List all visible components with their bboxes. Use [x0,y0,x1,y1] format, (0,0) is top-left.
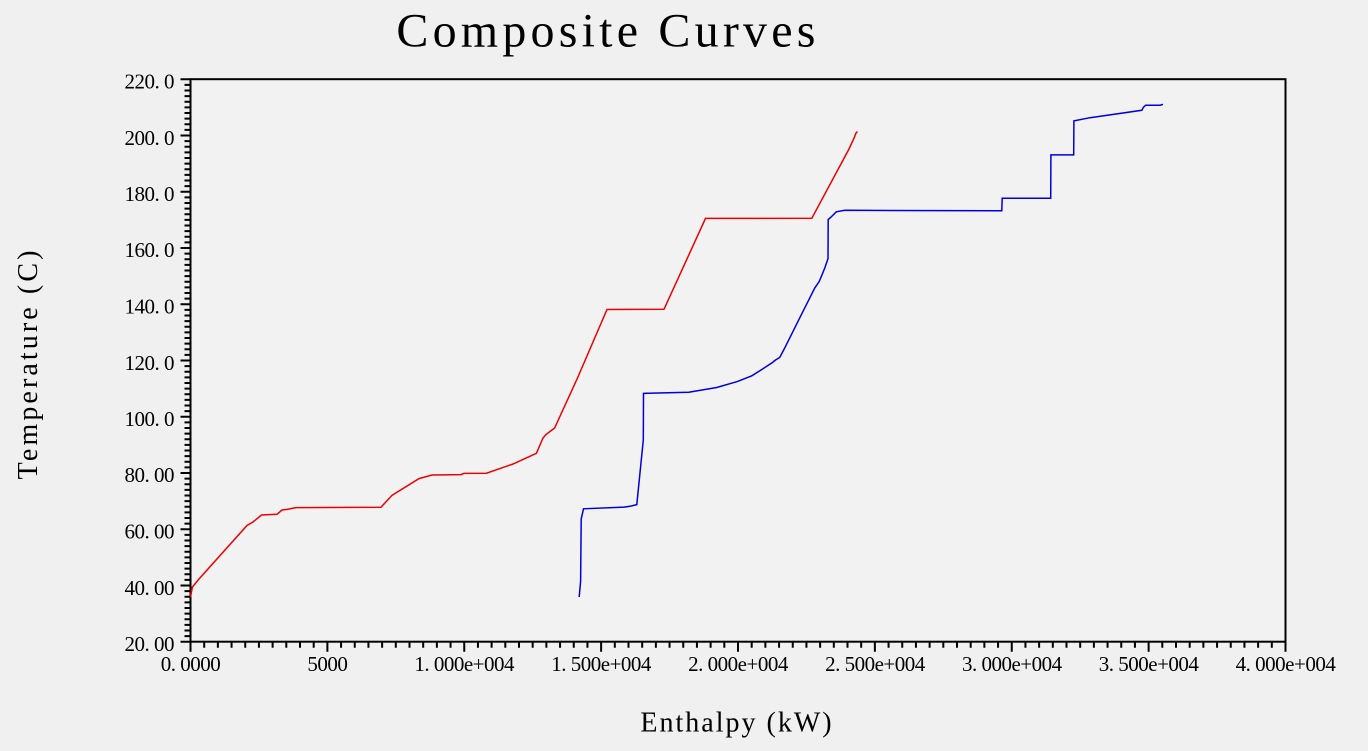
svg-text:Temperature (C): Temperature (C) [13,247,44,479]
svg-text:160. 0: 160. 0 [125,238,175,262]
svg-text:120. 0: 120. 0 [125,351,175,375]
svg-text:200. 0: 200. 0 [125,126,175,150]
svg-text:4. 000e+004: 4. 000e+004 [1236,652,1337,676]
svg-text:180. 0: 180. 0 [125,182,175,206]
svg-text:100. 0: 100. 0 [125,407,175,431]
svg-text:3. 500e+004: 3. 500e+004 [1099,652,1200,676]
svg-text:140. 0: 140. 0 [125,295,175,319]
svg-text:40. 00: 40. 00 [125,576,175,600]
svg-text:220. 0: 220. 0 [125,70,175,94]
svg-text:5000: 5000 [307,652,347,676]
svg-text:1. 500e+004: 1. 500e+004 [551,652,652,676]
svg-text:Enthalpy (kW): Enthalpy (kW) [640,708,833,739]
svg-text:2. 500e+004: 2. 500e+004 [825,652,926,676]
svg-text:80. 00: 80. 00 [125,463,175,487]
svg-text:20. 00: 20. 00 [125,632,175,656]
svg-text:2. 000e+004: 2. 000e+004 [688,652,789,676]
svg-text:1. 000e+004: 1. 000e+004 [414,652,515,676]
svg-text:60. 00: 60. 00 [125,520,175,544]
svg-text:3. 000e+004: 3. 000e+004 [962,652,1063,676]
svg-text:Composite Curves: Composite Curves [396,5,819,58]
svg-text:0. 0000: 0. 0000 [161,652,221,676]
